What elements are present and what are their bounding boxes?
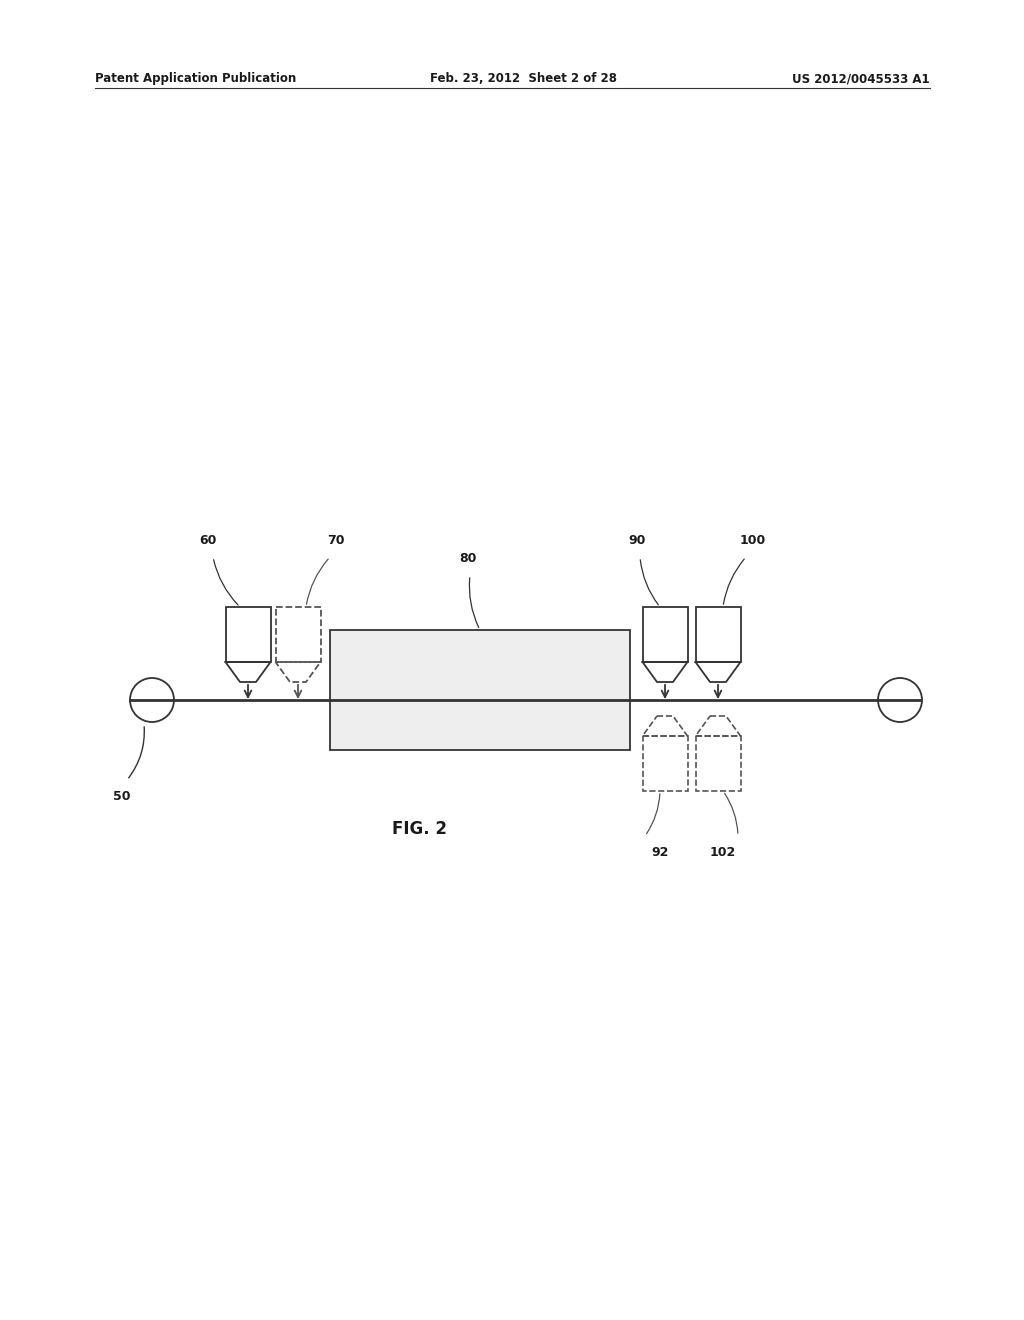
Bar [225, 607, 270, 663]
Bar [695, 737, 740, 791]
Bar [275, 607, 321, 663]
Text: 70: 70 [328, 535, 345, 546]
Bar [330, 630, 630, 750]
Text: 100: 100 [740, 535, 766, 546]
Text: 92: 92 [651, 846, 669, 859]
Text: 102: 102 [710, 846, 736, 859]
Text: 80: 80 [460, 552, 477, 565]
Bar [642, 607, 687, 663]
Text: US 2012/0045533 A1: US 2012/0045533 A1 [793, 73, 930, 84]
Text: Feb. 23, 2012  Sheet 2 of 28: Feb. 23, 2012 Sheet 2 of 28 [430, 73, 617, 84]
Text: Patent Application Publication: Patent Application Publication [95, 73, 296, 84]
Bar [695, 607, 740, 663]
Text: 60: 60 [200, 535, 217, 546]
Text: 50: 50 [114, 789, 131, 803]
Text: FIG. 2: FIG. 2 [392, 820, 447, 838]
Text: 90: 90 [629, 535, 646, 546]
Bar [642, 737, 687, 791]
